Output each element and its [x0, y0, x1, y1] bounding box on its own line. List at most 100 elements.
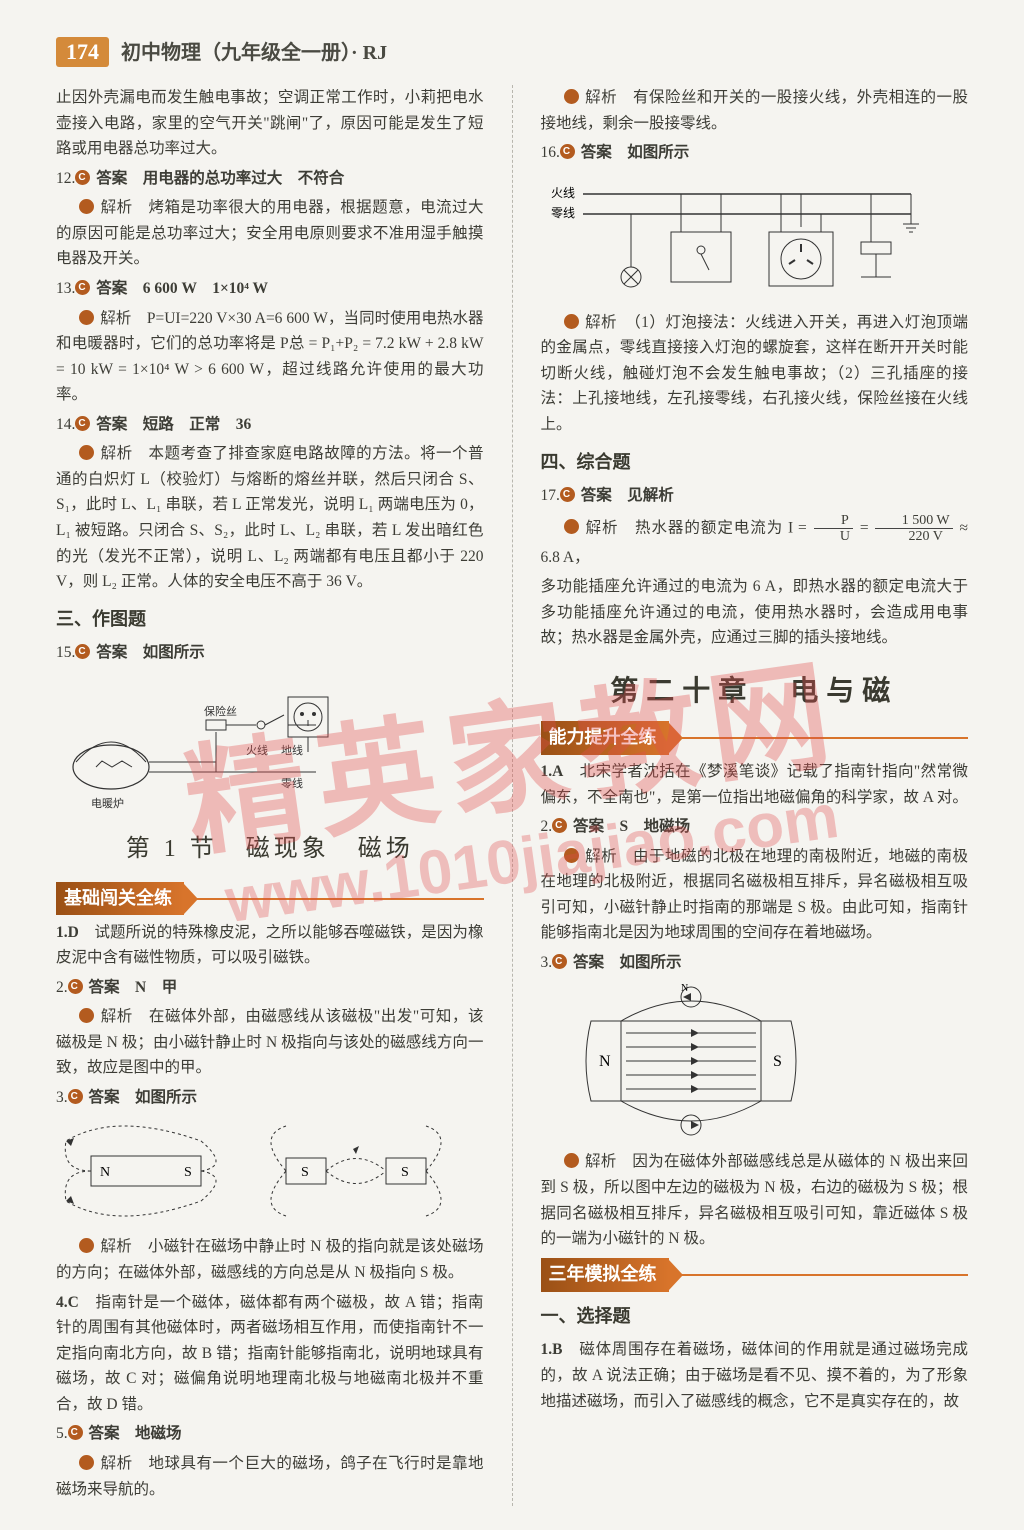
r2-label: 2. [541, 818, 553, 835]
q13-label: 13. [56, 280, 75, 297]
r2-exp-text: 解析 由于地磁的北极在地理的南极附近，地磁的南极在地理的北极附近，根据同名磁极相… [541, 848, 969, 942]
q17-exp-pre: 解析 热水器的额定电流为 I = [586, 519, 807, 536]
r3-exp: 解析 因为在磁体外部磁感线总是从磁体的 N 极出来回到 S 极，所以图中左边的磁… [541, 1149, 969, 1251]
band-ability: 能力提升全练 [541, 723, 969, 753]
q16: 16. 答案 如图所示 [541, 140, 969, 166]
s-label-3: S [401, 1165, 409, 1180]
q17-exp: 解析 热水器的额定电流为 I = PU = 1 500 W220 V ≈ 6.8… [541, 513, 969, 570]
b5-exp-text: 解析 地球具有一个巨大的磁场，鸽子在飞行时是靠地磁场来导航的。 [56, 1455, 484, 1498]
q16-exp-text: 解析 （1）灯泡接法：火线进入开关，再进入灯泡顶端的金属点，零线直接接入灯泡的螺… [541, 314, 969, 433]
earth-label: 地线 [281, 743, 303, 757]
q16-exp: 解析 （1）灯泡接法：火线进入开关，再进入灯泡顶端的金属点，零线直接接入灯泡的螺… [541, 310, 969, 438]
r1-text: 北宋学者沈括在《梦溪笔谈》记载了指南针指向"然常微偏东，不全南也"，是第一位指出… [541, 763, 969, 806]
b5: 5. 答案 地磁场 [56, 1421, 484, 1447]
b5-label: 5. [56, 1425, 68, 1442]
band-basic-label: 基础闯关全练 [56, 882, 184, 916]
bar-magnet-svg: N S [541, 981, 841, 1141]
fraction-PU: PU [814, 513, 853, 545]
b3-exp: 解析 小磁针在磁场中静止时 N 极的指向就是该处磁场的方向；在磁体外部，磁感线的… [56, 1234, 484, 1285]
r1: 1.A 北宋学者沈括在《梦溪笔谈》记载了指南针指向"然常微偏东，不全南也"，是第… [541, 759, 969, 810]
band-line [681, 737, 969, 739]
chapter-title: 第二十章 电与磁 [541, 669, 969, 715]
page-root: 174 初中物理（九年级全一册）· RJ 止因外壳漏电而发生触电事故；空调正常工… [0, 0, 1024, 1530]
section-3-title: 三、作图题 [56, 605, 146, 635]
c-icon [79, 199, 94, 214]
q14: 14. 答案 短路 正常 36 [56, 412, 484, 438]
band-ability-label: 能力提升全练 [541, 721, 669, 755]
q15-label: 15. [56, 644, 75, 661]
b3-label: 3. [56, 1089, 68, 1106]
figure-r3: N S [541, 981, 969, 1141]
heater-label: 电暖炉 [91, 797, 124, 810]
c-icon [552, 818, 567, 833]
q14-exp: 解析 本题考查了排查家庭电路故障的方法。将一个普通的白炽灯 L（校验灯）与熔断的… [56, 441, 484, 594]
s-label: S [773, 1053, 782, 1070]
b3-answer: 答案 如图所示 [89, 1089, 198, 1106]
b4: 4.C 指南针是一个磁体，磁体都有两个磁极，故 A 错；指南针的周围有其他磁体时… [56, 1290, 484, 1418]
b5-exp: 解析 地球具有一个巨大的磁场，鸽子在飞行时是靠地磁场来导航的。 [56, 1451, 484, 1502]
c-icon [68, 1089, 83, 1104]
section-1-title: 第 1 节 磁现象 磁场 [56, 830, 484, 870]
c-icon [79, 445, 94, 460]
c-icon [560, 487, 575, 502]
s-label: S [184, 1165, 192, 1180]
zero-label: 零线 [281, 776, 303, 790]
figure-b3: N S S S [56, 1116, 484, 1226]
q15b-exp-text: 解析 有保险丝和开关的一股接火线，外壳相连的一股接地线，剩余一股接零线。 [541, 89, 969, 132]
b2: 2. 答案 N 甲 [56, 975, 484, 1001]
r3: 3. 答案 如图所示 [541, 950, 969, 976]
section-4-title: 四、综合题 [541, 448, 631, 478]
b5-answer: 答案 地磁场 [89, 1425, 182, 1442]
fuse-label: 保险丝 [204, 704, 237, 718]
c-icon [552, 954, 567, 969]
c-icon [79, 310, 94, 325]
page-header: 174 初中物理（九年级全一册）· RJ [56, 36, 968, 67]
c-icon [79, 1455, 94, 1470]
c-icon [68, 979, 83, 994]
q13-exp-text: 解析 P=UI=220 V×30 A=6 600 W，当同时使用电热水器和电暖器… [56, 310, 484, 404]
n-label: N [100, 1165, 110, 1180]
q17-label: 17. [541, 487, 560, 504]
band-three-year-label: 三年模拟全练 [541, 1258, 669, 1292]
figure-q16: 火线 零线 [541, 172, 969, 302]
q12: 12. 答案 用电器的总功率过大 不符合 [56, 166, 484, 192]
two-columns: 止因外壳漏电而发生触电事故；空调正常工作时，小莉把电水壶接入电路，家里的空气开关… [56, 85, 968, 1506]
q12-label: 12. [56, 170, 75, 187]
fraction-val: 1 500 W220 V [875, 513, 952, 545]
header-title: 初中物理（九年级全一册）· RJ [121, 36, 387, 65]
q12-exp: 解析 烤箱是功率很大的用电器，根据题意，电流过大的原因可能是总功率过大；安全用电… [56, 195, 484, 272]
zero-label: 零线 [551, 206, 575, 220]
r2: 2. 答案 S 地磁场 [541, 814, 969, 840]
q16-answer: 答案 如图所示 [581, 144, 690, 161]
opening-para: 止因外壳漏电而发生触电事故；空调正常工作时，小莉把电水壶接入电路，家里的空气开关… [56, 85, 484, 162]
n-label: N [599, 1053, 611, 1070]
c-icon [564, 519, 579, 534]
q16-label: 16. [541, 144, 560, 161]
q14-label: 14. [56, 416, 75, 433]
q15-answer: 答案 如图所示 [96, 644, 205, 661]
household-circuit-svg: 火线 零线 [541, 172, 921, 302]
b1: 1.D 试题所说的特殊橡皮泥，之所以能够吞噬磁铁，是因为橡皮泥中含有磁性物质，可… [56, 920, 484, 971]
column-divider [512, 85, 513, 1506]
q17-exp2: 多功能插座允许通过的电流为 6 A，即热水器的额定电流大于多功能插座允许通过的电… [541, 574, 969, 651]
c-icon [564, 314, 579, 329]
page-number: 174 [56, 37, 109, 67]
c-icon [75, 170, 90, 185]
r3-answer: 答案 如图所示 [573, 954, 682, 971]
b2-answer: 答案 N 甲 [89, 979, 178, 996]
c-icon [75, 644, 90, 659]
r3-label: 3. [541, 954, 553, 971]
s-label-2: S [301, 1165, 309, 1180]
q13: 13. 答案 6 600 W 1×10⁴ W [56, 276, 484, 302]
r2-exp: 解析 由于地磁的北极在地理的南极附近，地磁的南极在地理的北极附近，根据同名磁极相… [541, 844, 969, 946]
q15: 15. 答案 如图所示 [56, 640, 484, 666]
fire-label: 火线 [246, 743, 268, 757]
b2-exp-text: 解析 在磁体外部，由磁感线从该磁极"出发"可知，该磁极是 N 极；由小磁针静止时… [56, 1008, 484, 1076]
band-line [196, 898, 484, 900]
q13-answer: 答案 6 600 W 1×10⁴ W [96, 280, 268, 297]
b1-text: 试题所说的特殊橡皮泥，之所以能够吞噬磁铁，是因为橡皮泥中含有磁性物质，可以吸引磁… [56, 924, 484, 967]
circuit-svg: 保险丝 火线 地线 零线 电暖炉 [56, 672, 356, 822]
c-icon [564, 89, 579, 104]
c-icon [79, 1008, 94, 1023]
q14-answer: 答案 短路 正常 36 [96, 416, 251, 433]
